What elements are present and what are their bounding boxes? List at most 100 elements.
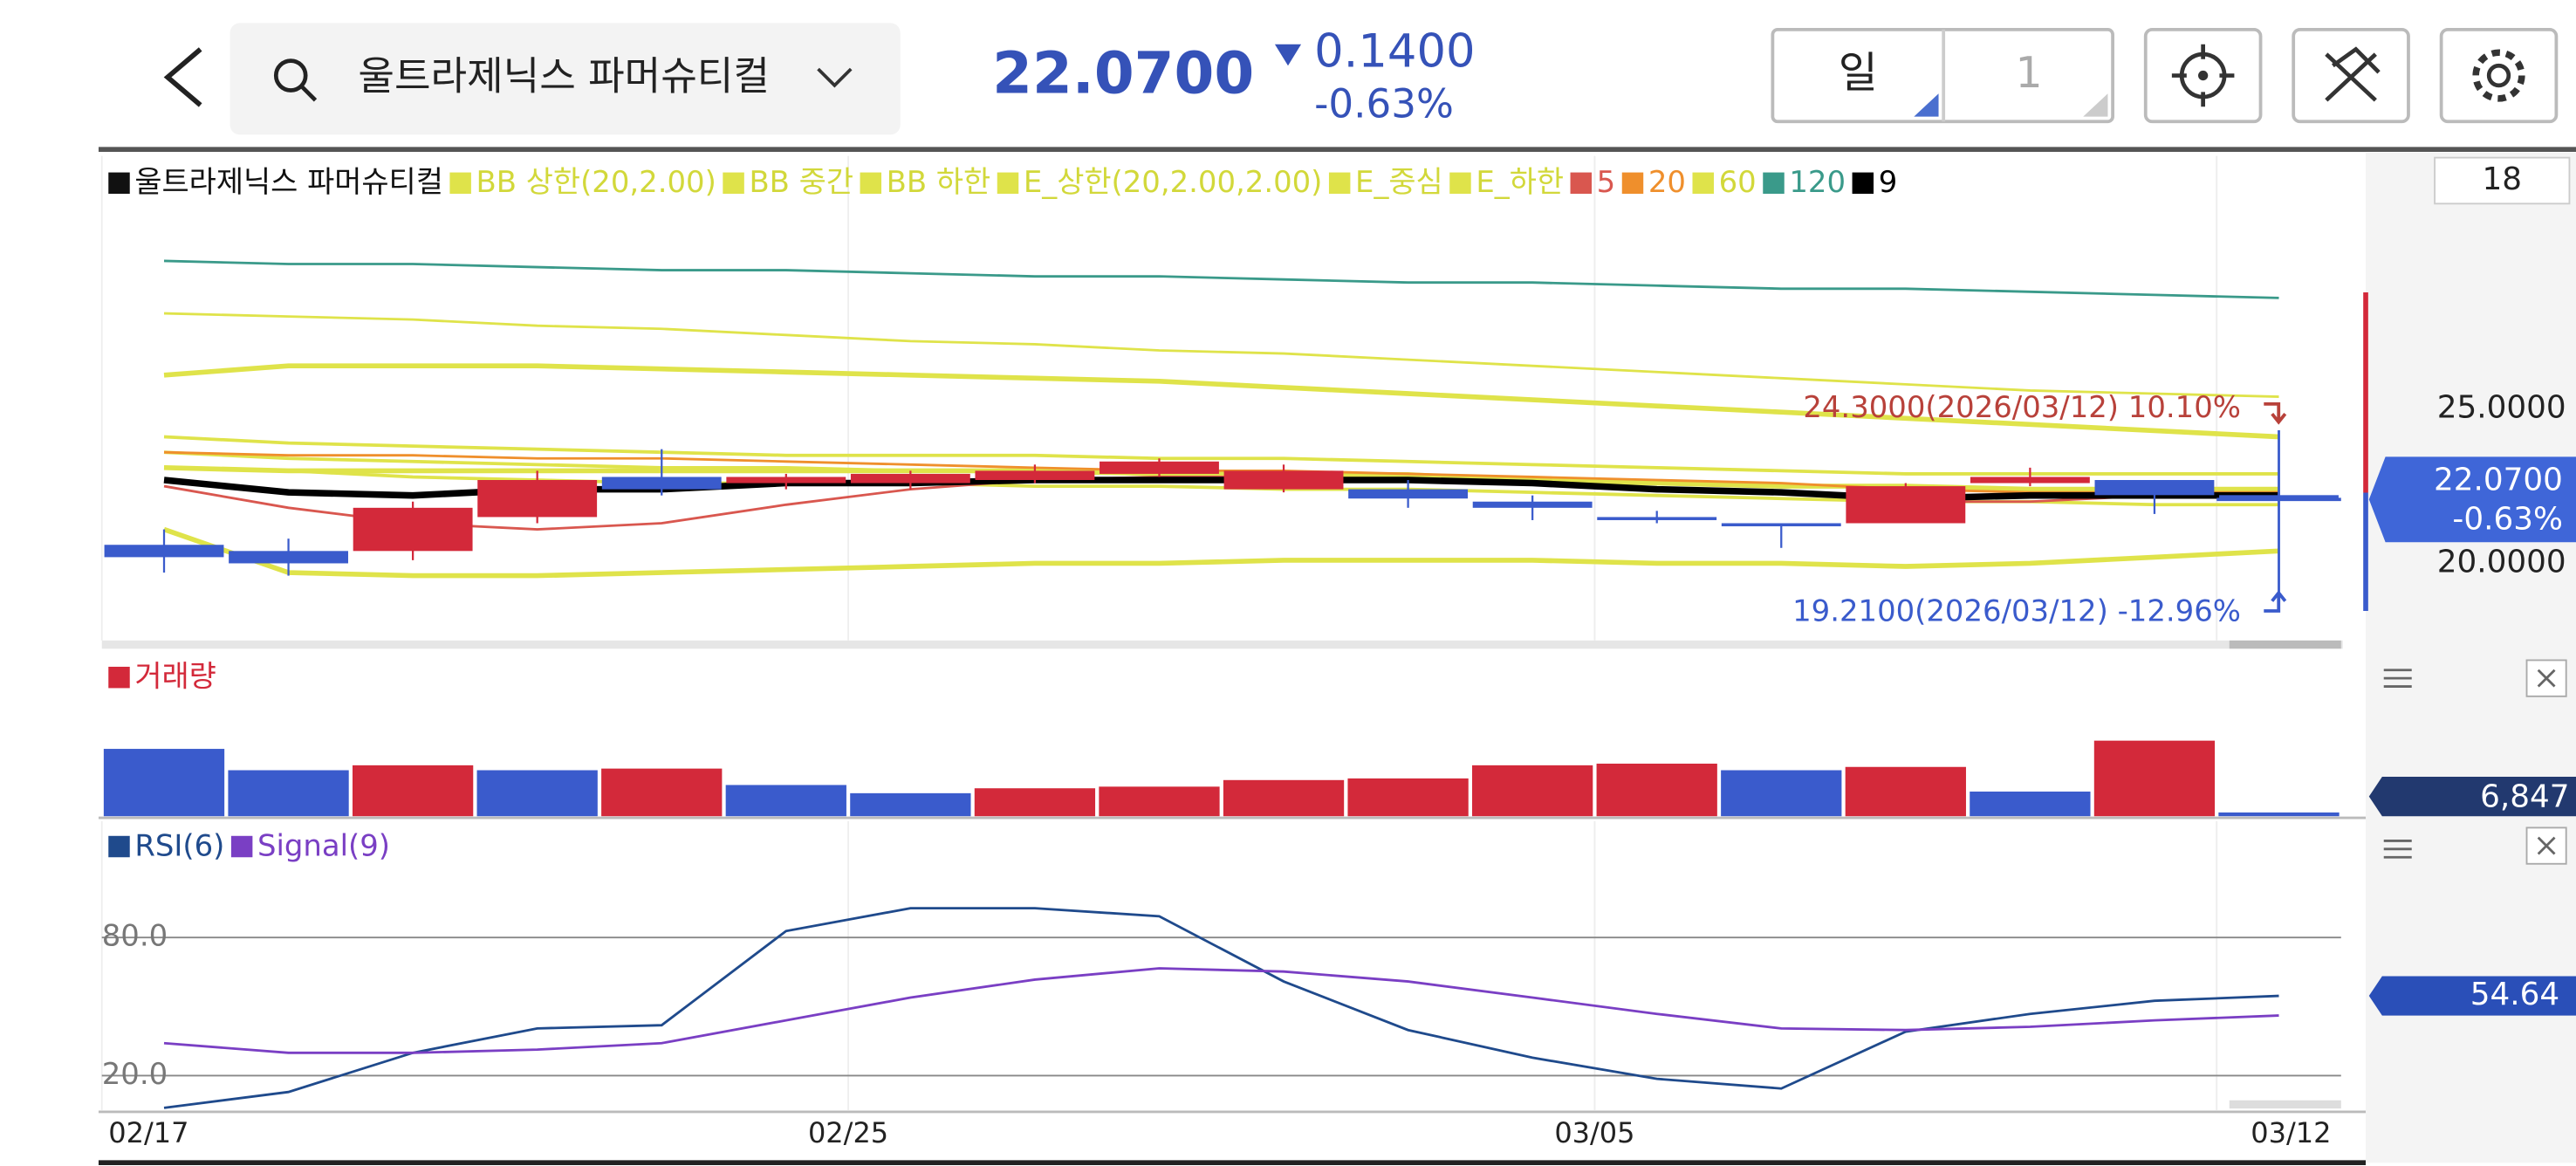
candle-body bbox=[1721, 523, 1841, 527]
legend-label: BB 하한 bbox=[887, 165, 991, 199]
grid-layer bbox=[100, 155, 2341, 1111]
volume-bar bbox=[601, 768, 723, 817]
legend-swatch bbox=[1570, 172, 1593, 195]
volume-bar bbox=[1099, 786, 1220, 817]
candle-body bbox=[601, 477, 722, 490]
candle-body bbox=[1100, 461, 1219, 474]
legend-swatch bbox=[230, 835, 253, 858]
crosshair-icon bbox=[2171, 44, 2235, 107]
scrollbar-track bbox=[101, 640, 2343, 649]
candle-body bbox=[1223, 470, 1344, 490]
stock-title: 울트라제닉스 파머슈티컬 bbox=[358, 52, 769, 99]
volume-bar bbox=[1845, 766, 1966, 817]
legend-label: 120 bbox=[1789, 165, 1846, 199]
indicator-line bbox=[163, 363, 2279, 440]
volume-bar bbox=[1347, 778, 1469, 817]
legend-swatch bbox=[108, 835, 130, 858]
interval-button[interactable]: 1 bbox=[2016, 48, 2043, 98]
candle-body bbox=[2094, 480, 2215, 496]
indicator-line bbox=[163, 967, 2279, 1054]
legend-label: 20 bbox=[1648, 165, 1686, 199]
volume-bar bbox=[103, 749, 225, 817]
legend-swatch bbox=[1621, 172, 1644, 195]
legend-label: 60 bbox=[1719, 165, 1757, 199]
candle-body bbox=[1846, 486, 1966, 524]
y-tick-label: 25.0000 bbox=[2437, 390, 2566, 426]
volume-bar bbox=[2218, 812, 2340, 817]
indicator-line bbox=[163, 435, 2279, 476]
candle-body bbox=[353, 507, 473, 552]
volume-bar bbox=[1223, 779, 1345, 817]
period-button[interactable]: 일 bbox=[1839, 48, 1878, 98]
down-arrow bbox=[1274, 44, 1302, 66]
legend-swatch bbox=[1449, 172, 1471, 195]
search-icon bbox=[300, 86, 318, 102]
x-tick-label: 02/17 bbox=[108, 1116, 188, 1149]
legend-swatch bbox=[1763, 172, 1785, 195]
lower-limit-marker bbox=[2264, 590, 2287, 613]
candle-body bbox=[726, 477, 846, 484]
legend-swatch bbox=[1692, 172, 1714, 195]
volume-bar bbox=[2093, 740, 2216, 817]
legend-swatch bbox=[723, 172, 744, 195]
candle-body bbox=[1597, 517, 1717, 520]
legend-label: Signal(9) bbox=[257, 828, 390, 862]
legend-swatch bbox=[1328, 172, 1351, 195]
x-tick-label: 03/05 bbox=[1554, 1116, 1634, 1149]
volume-bar bbox=[352, 765, 474, 817]
volume-tag bbox=[2368, 777, 2576, 817]
x-tick-label: 02/25 bbox=[808, 1116, 888, 1149]
crosshair-icon bbox=[2197, 70, 2209, 81]
dropdown-icon[interactable] bbox=[817, 67, 853, 88]
volume-bar bbox=[476, 770, 598, 817]
y-tick-label: 80.0 bbox=[102, 919, 168, 953]
candle-body bbox=[229, 551, 348, 564]
count-box bbox=[2434, 156, 2571, 205]
change: 0.1400 bbox=[1314, 25, 1475, 79]
legend-swatch bbox=[108, 666, 130, 689]
price-tag-value: 22.0700 bbox=[2434, 463, 2563, 498]
candle-body bbox=[1472, 501, 1593, 508]
panel-menu[interactable] bbox=[2383, 669, 2412, 859]
upper-limit-marker bbox=[2264, 402, 2287, 425]
price-tag bbox=[2368, 456, 2576, 543]
x-tick-label: 03/12 bbox=[2251, 1116, 2331, 1149]
search-icon bbox=[273, 58, 308, 93]
legend-label: BB 중간 bbox=[749, 165, 853, 199]
indicator-line bbox=[163, 312, 2279, 398]
change-rate: -0.63% bbox=[1314, 80, 1454, 127]
lower-limit-label: 19.2100(2026/03/12) -12.96% bbox=[1792, 593, 2241, 628]
legend-swatch bbox=[997, 172, 1019, 195]
legend-swatch bbox=[108, 172, 130, 195]
legend-label: 5 bbox=[1597, 165, 1616, 199]
count-label: 18 bbox=[2483, 161, 2523, 197]
rsi-tag bbox=[2368, 976, 2576, 1016]
candle-body bbox=[975, 470, 1095, 481]
y-tick-label: 20.0000 bbox=[2437, 544, 2566, 580]
settings-button[interactable] bbox=[2439, 27, 2559, 124]
scrollbar[interactable] bbox=[2229, 1100, 2341, 1109]
volume-bar bbox=[1596, 763, 1717, 817]
volume-bar bbox=[228, 770, 349, 817]
close-icon bbox=[2537, 669, 2556, 688]
candle-body bbox=[104, 545, 224, 558]
back-button[interactable] bbox=[163, 47, 202, 107]
volume-bar bbox=[1721, 770, 1842, 817]
volume-bar bbox=[850, 792, 971, 817]
candle-body bbox=[850, 473, 970, 484]
volume-tag-value: 6,847 bbox=[2480, 779, 2569, 815]
price: 22.0700 bbox=[992, 40, 1254, 107]
plot-layer: 25.0000 20.0000 02/17 02/25 03/05 03/12 22.070… bbox=[102, 165, 2576, 1149]
upper-limit-label: 24.3000(2026/03/12) 10.10% bbox=[1803, 390, 2241, 424]
legend-label: BB 상한(20,2.00) bbox=[476, 165, 716, 199]
legend-swatch bbox=[1852, 172, 1874, 195]
scrollbar[interactable] bbox=[2229, 640, 2341, 649]
settings-icon bbox=[2486, 63, 2511, 88]
candle-body bbox=[477, 480, 598, 518]
legend-label: 거래량 bbox=[134, 660, 216, 694]
volume-bar bbox=[725, 785, 846, 817]
volume-bar bbox=[1472, 765, 1593, 817]
search-box[interactable] bbox=[230, 23, 901, 135]
